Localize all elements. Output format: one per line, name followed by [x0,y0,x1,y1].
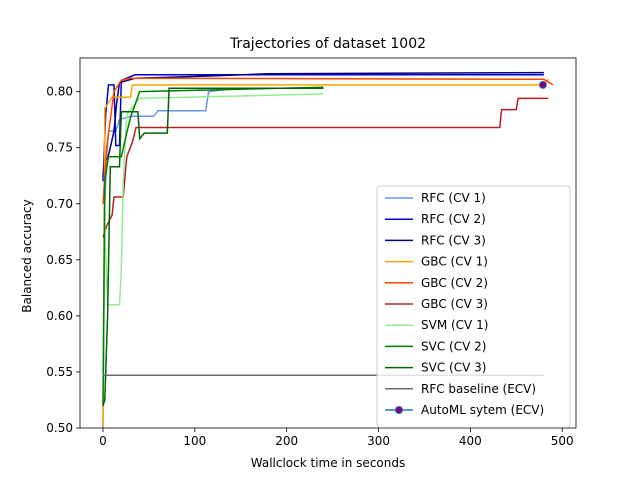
legend-label-10: AutoML sytem (ECV) [421,403,544,417]
y-tick-label-3: 0.65 [46,253,73,267]
legend-label-9: RFC baseline (ECV) [421,382,536,396]
y-tick-label-2: 0.60 [46,309,73,323]
legend: RFC (CV 1) RFC (CV 2) RFC (CV 3) GBC (CV 1)… [376,185,571,428]
x-tick-label-4: 400 [459,434,482,448]
legend-label-3: GBC (CV 1) [421,255,488,269]
x-tick-label-2: 200 [275,434,298,448]
y-tick-label-4: 0.70 [46,197,73,211]
x-tick-label-1: 100 [183,434,206,448]
series-line-8 [102,87,324,406]
series-line-7 [102,86,324,406]
y-tick-label-6: 0.80 [46,85,73,99]
legend-label-1: RFC (CV 2) [421,212,486,226]
x-tick-label-5: 500 [551,434,574,448]
x-axis-label: Wallclock time in seconds [251,456,405,470]
legend-label-2: RFC (CV 3) [421,233,486,247]
series-line-5 [102,97,549,238]
series-line-4 [102,77,554,204]
y-tick-label-5: 0.75 [46,141,73,155]
legend-marker-10 [395,406,403,414]
chart-title: Trajectories of dataset 1002 [229,36,426,52]
plot-frame [79,57,577,429]
legend-box [376,185,571,428]
legend-label-7: SVC (CV 2) [421,339,486,353]
series-line-3 [102,78,549,428]
legend-label-0: RFC (CV 1) [421,191,486,205]
axes: 0 100 200 300 400 500 0.50 0.55 0.60 0.65 0.70 0.75… [46,57,577,448]
y-axis-label: Balanced accuracy [20,199,34,312]
series-line-1 [102,74,544,182]
y-tick-label-1: 0.55 [46,365,73,379]
legend-label-8: SVC (CV 3) [421,361,486,375]
legend-label-4: GBC (CV 2) [421,276,488,290]
series-line-2 [102,71,544,176]
x-tick-label-3: 300 [367,434,390,448]
legend-label-5: GBC (CV 3) [421,297,488,311]
x-tick-label-0: 0 [99,434,107,448]
y-tick-label-0: 0.50 [46,421,73,435]
automl-marker [538,80,547,89]
legend-label-6: SVM (CV 1) [421,318,488,332]
